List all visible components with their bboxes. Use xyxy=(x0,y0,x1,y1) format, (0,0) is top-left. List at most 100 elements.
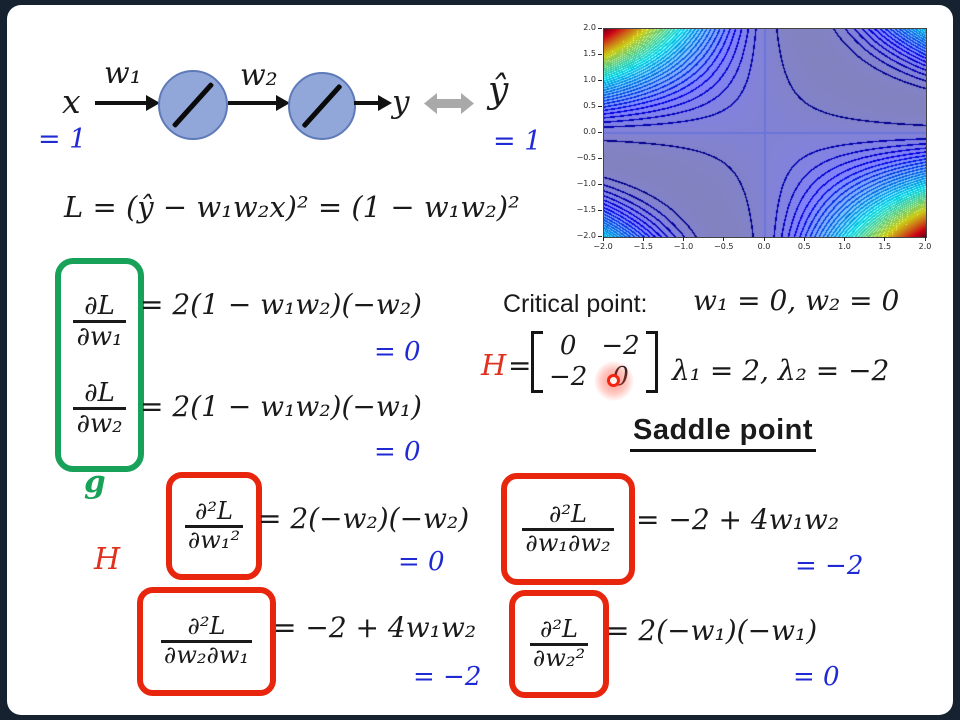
matrix-cell-01: −2 xyxy=(601,331,640,361)
axis-tick-mark xyxy=(598,27,602,29)
axis-tick-label: −2.0 xyxy=(576,231,596,240)
axis-tick-label: 1.5 xyxy=(583,49,596,58)
output-arrow-line xyxy=(354,101,378,105)
fraction-denominator: ∂w₁ xyxy=(73,319,126,351)
axis-tick-label: −1.0 xyxy=(673,242,694,251)
fraction-denominator: ∂w₂² xyxy=(529,642,589,672)
axis-tick-label: 0.5 xyxy=(583,101,596,110)
neuron-2 xyxy=(288,72,356,140)
axis-tick-mark xyxy=(683,237,684,241)
axis-tick-mark xyxy=(642,237,644,241)
axis-tick-label: −1.5 xyxy=(576,205,596,214)
d2L-dw1dw1-value: = 0 xyxy=(398,547,445,577)
axis-tick-label: 2.0 xyxy=(583,23,596,32)
weight2-arrow-line xyxy=(228,101,276,105)
laser-pointer-dot xyxy=(607,374,620,387)
axis-tick-label: 1.0 xyxy=(838,242,851,251)
d2L-dw2dw2-eq: = 2(−w₁)(−w₁) xyxy=(606,614,818,647)
output-arrow-head xyxy=(378,95,392,111)
axis-tick-mark xyxy=(803,237,805,241)
d2L-dw2dw2-fraction: ∂²L ∂w₂² xyxy=(529,614,589,672)
contour-plot-canvas xyxy=(603,28,927,238)
hessian-symbol-label-2: H xyxy=(94,542,121,577)
fraction-denominator: ∂w₂ xyxy=(73,407,126,438)
left-bracket-icon xyxy=(531,331,543,393)
axis-tick-mark xyxy=(598,235,602,237)
d2L-dw1dw1-eq: = 2(−w₂)(−w₂) xyxy=(258,502,470,535)
d2L-dw2dw1-eq: = −2 + 4w₁w₂ xyxy=(273,611,477,644)
d2L-dw2dw2-box: ∂²L ∂w₂² xyxy=(509,590,609,698)
axis-tick-mark xyxy=(763,237,765,241)
matrix-cell-00: 0 xyxy=(559,331,577,361)
axis-tick-mark xyxy=(602,237,604,241)
axis-tick-mark xyxy=(598,53,602,55)
d2L-dw2dw2-value: = 0 xyxy=(793,662,840,692)
matrix-cell-10: −2 xyxy=(549,362,588,392)
axis-tick-label: 0.0 xyxy=(757,242,771,251)
neuron-1 xyxy=(158,70,228,140)
axis-tick-mark xyxy=(598,157,602,159)
gradient-eq-2: = 2(1 − w₁w₂)(−w₁) xyxy=(140,390,422,423)
d2L-dw1dw2-box: ∂²L ∂w₁∂w₂ xyxy=(501,473,635,585)
linear-activation-icon xyxy=(301,83,343,129)
gradient-eq-2-value: = 0 xyxy=(374,437,421,467)
axis-tick-mark xyxy=(844,237,845,241)
loss-equation: L = (ŷ − w₁w₂x)² = (1 − w₁w₂)² xyxy=(64,190,520,224)
d2L-dw1dw1-box: ∂²L ∂w₁² xyxy=(166,472,262,580)
axis-tick-mark xyxy=(924,237,926,241)
weight1-arrow-head xyxy=(146,95,160,111)
weight1-label: w₁ xyxy=(104,56,142,91)
hessian-symbol-label: H xyxy=(481,348,507,382)
axis-tick-label: −1.0 xyxy=(576,179,596,188)
fraction-numerator: ∂L xyxy=(84,290,115,321)
fraction-numerator: ∂²L xyxy=(195,496,233,525)
gradient-box: ∂L ∂w₁ ∂L ∂w₂ xyxy=(55,258,144,472)
fraction-denominator: ∂w₂∂w₁ xyxy=(160,640,253,669)
axis-tick-mark xyxy=(723,237,725,241)
saddle-point-conclusion: Saddle point xyxy=(630,414,816,452)
axis-tick-mark xyxy=(598,183,602,185)
critical-point-caption: Critical point: xyxy=(503,290,648,318)
d2L-dw2dw1-box: ∂²L ∂w₂∂w₁ xyxy=(137,587,276,696)
network-input-label: x xyxy=(62,82,81,121)
axis-tick-label: 1.0 xyxy=(583,75,596,84)
fraction-numerator: ∂²L xyxy=(540,614,578,643)
d2L-dw2dw1-fraction: ∂²L ∂w₂∂w₁ xyxy=(160,612,253,669)
fraction-numerator: ∂²L xyxy=(187,612,226,641)
fraction-numerator: ∂²L xyxy=(549,499,587,528)
axis-tick-label: −0.5 xyxy=(714,242,734,251)
axis-tick-label: −1.5 xyxy=(633,242,653,251)
eigenvalues-text: λ₁ = 2, λ₂ = −2 xyxy=(672,354,890,387)
axis-tick-mark xyxy=(598,209,602,211)
hessian-equals: = xyxy=(508,349,532,382)
gradient-symbol-label: g xyxy=(84,464,106,500)
critical-point-value: w₁ = 0, w₂ = 0 xyxy=(693,284,900,317)
compare-double-arrow-icon xyxy=(424,93,474,114)
axis-tick-label: 1.5 xyxy=(878,242,892,251)
gradient-eq-1-value: = 0 xyxy=(374,337,421,367)
target-value: = 1 xyxy=(493,126,542,157)
axis-tick-label: −2.0 xyxy=(593,242,613,251)
dL-dw1-fraction: ∂L ∂w₁ xyxy=(73,290,126,351)
network-output-label: y xyxy=(392,84,410,120)
fraction-numerator: ∂L xyxy=(84,377,115,408)
axis-tick-mark xyxy=(598,79,602,81)
weight1-arrow-line xyxy=(95,101,146,105)
axis-tick-mark xyxy=(598,131,602,133)
axis-tick-label: −0.5 xyxy=(576,153,596,162)
weight2-label: w₂ xyxy=(240,58,278,93)
loss-contour-plot: −2.0 −1.5 −1.0 −0.5 0.0 0.5 1.0 1.5 2.0 −2.0 −1.5 −… xyxy=(556,10,954,256)
fraction-denominator: ∂w₁² xyxy=(184,524,244,554)
axis-tick-label: 2.0 xyxy=(918,242,932,251)
weight2-arrow-head xyxy=(276,95,290,111)
d2L-dw1dw2-fraction: ∂²L ∂w₁∂w₂ xyxy=(522,499,614,557)
d2L-dw1dw2-value: = −2 xyxy=(795,551,864,581)
gradient-eq-1: = 2(1 − w₁w₂)(−w₂) xyxy=(140,288,422,321)
axis-tick-label: 0.0 xyxy=(583,127,596,136)
d2L-dw1dw2-eq: = −2 + 4w₁w₂ xyxy=(636,503,840,536)
target-label: ŷ xyxy=(488,70,509,111)
dL-dw2-fraction: ∂L ∂w₂ xyxy=(73,377,126,438)
input-value: = 1 xyxy=(38,124,87,155)
d2L-dw2dw1-value: = −2 xyxy=(413,662,482,692)
